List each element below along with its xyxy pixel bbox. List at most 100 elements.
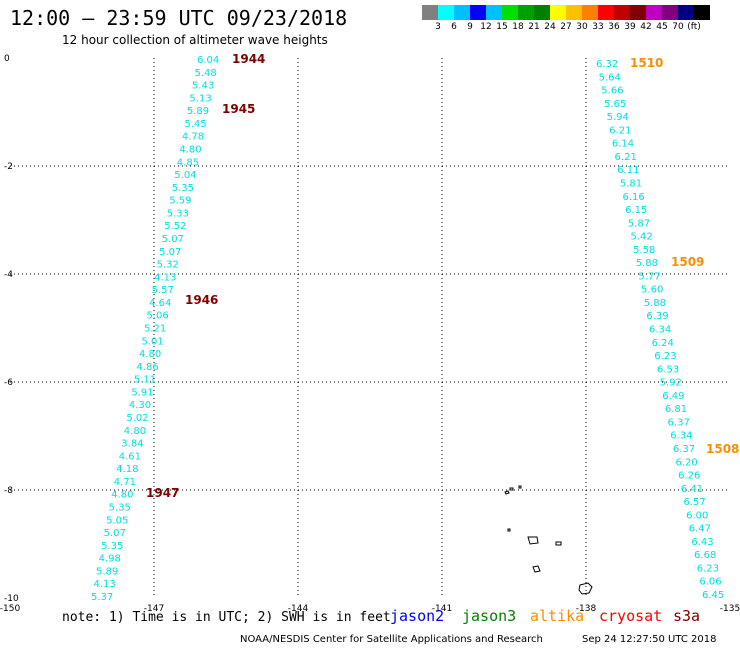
scale-swatch	[694, 5, 710, 20]
satellite-label-s3a: s3a	[673, 607, 701, 625]
wave-height-value: 5.07	[162, 234, 184, 245]
wave-height-value: 6.49	[662, 391, 684, 402]
wave-height-value: 5.06	[147, 311, 169, 322]
wave-height-value: 5.65	[604, 99, 626, 110]
scale-swatch	[678, 5, 694, 20]
island-outline	[504, 490, 510, 495]
wave-height-value: 4.30	[129, 400, 151, 411]
wave-height-value: 5.35	[109, 503, 131, 514]
wave-height-value: 5.32	[157, 260, 179, 271]
wave-height-value: 4.80	[139, 349, 161, 360]
scale-swatch	[470, 5, 486, 20]
wave-height-value: 4.61	[119, 451, 141, 462]
island-outline	[527, 536, 539, 545]
page-title: 12:00 — 23:59 UTC 09/23/2018	[10, 6, 348, 30]
time-label: 1509	[671, 255, 704, 269]
wave-height-value: 5.48	[194, 68, 216, 79]
note-text: note: 1) Time is in UTC; 2) SWH is in fe…	[62, 610, 391, 625]
wave-height-value: 5.64	[599, 72, 621, 83]
y-axis-tick-label: 0	[4, 54, 10, 64]
wave-height-value: 6.14	[612, 139, 634, 150]
wave-height-value: 4.98	[99, 554, 121, 565]
wave-height-value: 6.00	[686, 510, 708, 521]
scale-swatch	[550, 5, 566, 20]
scale-label: (ft)	[687, 22, 701, 32]
wave-height-value: 6.11	[617, 165, 639, 176]
wave-height-value: 5.35	[101, 541, 123, 552]
wave-height-value: 3.84	[121, 439, 143, 450]
satellite-label-jason3: jason3	[462, 607, 517, 625]
wave-height-value: 6.23	[697, 563, 719, 574]
scale-swatch	[438, 5, 454, 20]
scale-label: 15	[496, 22, 508, 32]
x-axis-tick-label: -141	[432, 604, 452, 614]
wave-height-value: 6.21	[609, 125, 631, 136]
time-label: 1944	[232, 52, 265, 66]
wave-height-value: 5.91	[131, 387, 153, 398]
wave-height-value: 6.37	[673, 444, 695, 455]
wave-height-value: 5.81	[620, 178, 642, 189]
island-outline	[532, 565, 541, 573]
wave-height-value: 6.43	[691, 537, 713, 548]
scale-swatch	[422, 5, 438, 20]
island-outline	[509, 487, 514, 491]
scale-label: 6	[451, 22, 457, 32]
scale-label: 30	[576, 22, 588, 32]
island-outline	[578, 582, 593, 595]
wave-height-value: 6.21	[615, 152, 637, 163]
scale-swatch	[534, 5, 550, 20]
x-axis-tick-label: -147	[144, 604, 164, 614]
satellite-label-jason2: jason2	[390, 607, 445, 625]
wave-height-value: 4.86	[136, 362, 158, 373]
wave-height-value: 5.42	[630, 232, 652, 243]
scale-swatch	[486, 5, 502, 20]
scale-swatch	[518, 5, 534, 20]
wave-height-value: 5.77	[638, 271, 660, 282]
wave-height-value: 4.80	[111, 490, 133, 501]
wave-height-value: 5.58	[633, 245, 655, 256]
wave-height-value: 4.13	[94, 579, 116, 590]
wave-height-value: 5.04	[174, 170, 196, 181]
time-label: 1946	[185, 293, 218, 307]
y-axis-tick-label: -6	[4, 378, 13, 388]
wave-height-value: 5.66	[601, 86, 623, 97]
x-axis-tick-label: -138	[576, 604, 597, 614]
wave-height-value: 5.05	[106, 515, 128, 526]
time-label: 1510	[630, 56, 663, 70]
scale-label: 36	[608, 22, 620, 32]
wave-height-value: 6.23	[654, 351, 676, 362]
wave-height-value: 5.43	[192, 81, 214, 92]
wave-height-value: 6.81	[665, 404, 687, 415]
wave-height-value: 5.11	[134, 375, 156, 386]
scale-label: 21	[528, 22, 540, 32]
scale-label: 18	[512, 22, 524, 32]
wave-height-value: 4.80	[179, 145, 201, 156]
scale-label: 45	[656, 22, 668, 32]
wave-height-value: 6.53	[657, 364, 679, 375]
wave-height-value: 5.37	[91, 592, 113, 603]
page-subtitle: 12 hour collection of altimeter wave hei…	[62, 33, 328, 47]
wave-height-value: 6.16	[623, 192, 645, 203]
wave-height-value: 5.87	[628, 218, 650, 229]
footer-timestamp: Sep 24 12:27:50 UTC 2018	[582, 634, 717, 645]
wave-height-value: 4.85	[177, 157, 199, 168]
scale-label: 27	[560, 22, 572, 32]
time-label: 1508	[706, 442, 739, 456]
wave-height-value: 5.07	[104, 528, 126, 539]
wave-height-value: 5.88	[636, 258, 658, 269]
y-axis-tick-label: -2	[4, 162, 13, 172]
wave-height-value: 6.37	[668, 417, 690, 428]
scale-label: 24	[544, 22, 556, 32]
scale-swatch	[662, 5, 678, 20]
footer-center-name: NOAA/NESDIS Center for Satellite Applica…	[240, 634, 543, 645]
wave-height-value: 5.33	[167, 208, 189, 219]
wave-height-value: 5.13	[189, 93, 211, 104]
scale-swatch	[630, 5, 646, 20]
x-axis-tick-label: -144	[288, 604, 309, 614]
scale-swatch	[614, 5, 630, 20]
wave-height-value: 6.34	[670, 431, 692, 442]
wave-height-value: 6.34	[649, 325, 671, 336]
wave-height-value: 5.60	[641, 285, 663, 296]
scale-swatch	[598, 5, 614, 20]
